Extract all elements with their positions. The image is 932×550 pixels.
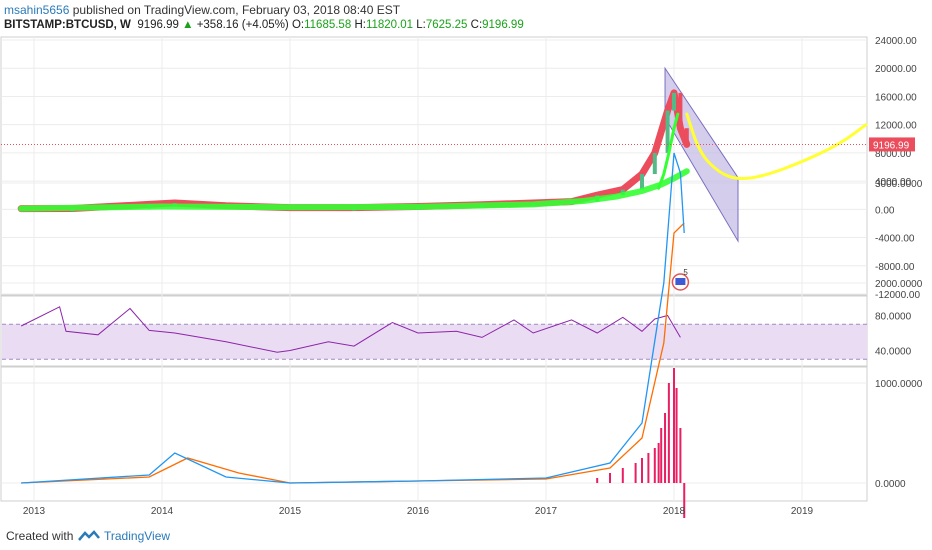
price-change: +358.16 (+4.05%) — [196, 19, 289, 31]
macd-histogram-bar — [673, 368, 675, 483]
time-tick-label: 2013 — [23, 506, 46, 517]
macd-histogram-bar — [664, 413, 667, 483]
macd-histogram-bar — [653, 448, 656, 483]
time-tick-label: 2014 — [151, 506, 174, 517]
macd-tick-label: 3000.0000 — [875, 179, 923, 190]
plot-layer: 5 — [1, 66, 868, 518]
high-label: H: — [354, 19, 366, 31]
publish-text: published on TradingView.com, February 0… — [69, 3, 401, 17]
low-label: L: — [416, 19, 426, 31]
tradingview-logo-icon — [78, 530, 100, 541]
macd-histogram-bar — [660, 428, 663, 483]
chart-area[interactable]: 5 24000.00 20000.00 16000.00 12000.00 8000.0… — [0, 36, 932, 522]
rsi-line — [20, 306, 681, 353]
publish-info: msahin5656 published on TradingView.com,… — [4, 3, 400, 17]
last-price: 9196.99 — [137, 19, 179, 31]
rsi-tick-label: 40.0000 — [875, 347, 912, 358]
macd-tick-label: 1000.0000 — [875, 379, 923, 390]
macd-histogram-bar — [683, 483, 686, 518]
price-tick-label: -4000.00 — [875, 234, 915, 245]
symbol-name[interactable]: BITSTAMP:BTCUSD, W — [4, 19, 131, 31]
price-tick-label: 8000.00 — [875, 149, 912, 160]
footer: Created with TradingView — [0, 522, 932, 550]
tradingview-link[interactable]: TradingView — [104, 529, 171, 543]
macd-tick-label: 2000.0000 — [875, 279, 923, 290]
price-tick-label: 16000.00 — [875, 92, 917, 103]
macd-pane — [0, 366, 868, 502]
rsi-band — [2, 324, 867, 360]
time-tick-label: 2015 — [279, 506, 302, 517]
candle-bar — [672, 92, 676, 111]
price-tick-label: 20000.00 — [875, 64, 917, 75]
macd-histogram-bar — [634, 463, 637, 483]
price-tick-label: 24000.00 — [875, 36, 917, 47]
macd-histogram-bar — [657, 443, 660, 483]
close-label: C: — [470, 19, 483, 31]
rsi-tick-label: 80.0000 — [875, 312, 912, 323]
candle-bar — [678, 92, 683, 129]
forecast-curve — [685, 112, 868, 181]
high-value: 11820.01 — [365, 19, 414, 31]
author-link[interactable]: msahin5656 — [4, 3, 70, 17]
moving-average-line — [18, 168, 690, 212]
open-label: O: — [291, 19, 305, 31]
price-tick-label: 4000.00 — [875, 177, 912, 188]
macd-histogram-bar — [679, 428, 682, 483]
open-value: 11685.58 — [304, 19, 352, 31]
last-price-label: 9196.99 — [873, 140, 910, 151]
price-pane — [0, 36, 868, 296]
up-arrow-icon: ▲ — [182, 19, 194, 31]
event-count-badge: 5 — [683, 268, 688, 277]
macd-histogram-bar — [596, 478, 599, 483]
flag-icon — [675, 278, 686, 285]
price-tick-label: -8000.00 — [875, 262, 915, 273]
grid — [1, 37, 867, 501]
candle-bar — [665, 110, 670, 153]
price-tick-label: -12000.00 — [875, 290, 920, 301]
close-value: 9196.99 — [482, 19, 524, 31]
macd-histogram-bar — [609, 473, 611, 483]
price-tick-label: 12000.00 — [875, 121, 917, 132]
time-tick-label: 2019 — [791, 506, 814, 517]
axes: 24000.00 20000.00 16000.00 12000.00 8000.00 4… — [23, 36, 923, 517]
macd-tick-label: 0.0000 — [875, 479, 906, 490]
last-price-badge — [869, 137, 915, 152]
macd-histogram-bar — [621, 468, 624, 483]
macd-histogram-bar — [641, 458, 643, 483]
candle-bar — [684, 128, 689, 145]
chart-svg[interactable]: 5 24000.00 20000.00 16000.00 12000.00 8000.0… — [0, 36, 932, 522]
fast-average-line — [657, 112, 680, 190]
macd-histogram-bar — [647, 453, 650, 483]
macd-line — [21, 152, 685, 484]
price-tick-label: 0.00 — [875, 205, 895, 216]
macd-histogram-bar — [675, 388, 678, 483]
created-with-text: Created with — [6, 529, 74, 543]
candle-bar — [652, 152, 657, 175]
time-tick-label: 2017 — [535, 506, 558, 517]
time-tick-label: 2016 — [407, 506, 430, 517]
time-tick-label: 2018 — [663, 506, 686, 517]
candle-bar — [640, 174, 644, 190]
low-value: 7625.25 — [425, 19, 468, 31]
symbol-legend: BITSTAMP:BTCUSD, W 9196.99 ▲ +358.16 (+4… — [4, 19, 524, 31]
macd-histogram-bar — [667, 383, 670, 483]
